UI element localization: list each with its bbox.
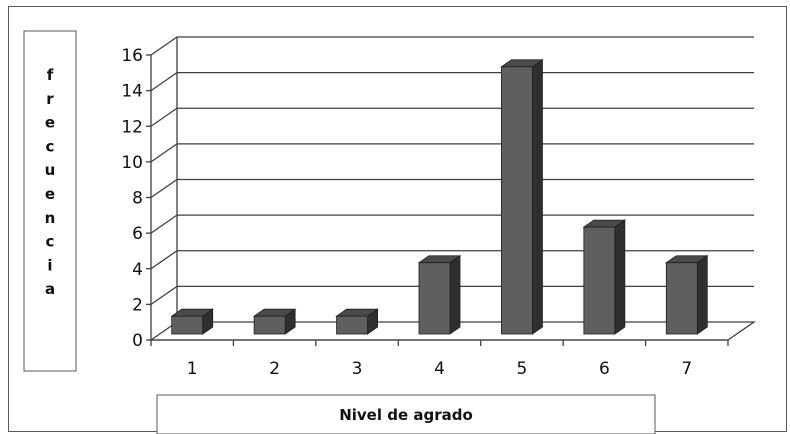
y-axis-label-letter: c — [46, 233, 55, 251]
gridline — [150, 36, 754, 56]
y-tick-label: 6 — [132, 224, 143, 244]
y-axis-label-letter: a — [45, 280, 55, 298]
bar-front — [583, 226, 616, 335]
bar-front — [336, 315, 368, 335]
y-axis-label-letter: r — [46, 90, 54, 108]
gridline — [150, 71, 754, 92]
bar-side — [449, 254, 461, 335]
bar-front — [171, 315, 204, 335]
x-tick-label: 4 — [434, 359, 445, 379]
y-axis-label-letter: i — [47, 256, 52, 274]
y-tick-label: 2 — [132, 295, 143, 315]
gridline — [150, 178, 754, 199]
bar-3 — [335, 308, 379, 335]
x-tick-labels: 1 2 3 4 5 6 7 — [150, 340, 729, 379]
bar-1 — [170, 308, 214, 335]
bar-2 — [252, 308, 297, 335]
ylabel-box — [23, 30, 77, 372]
bar-6 — [582, 219, 627, 335]
y-tick-label: 12 — [121, 117, 143, 137]
y-tick-label: 14 — [121, 82, 143, 102]
gridline — [150, 214, 754, 234]
y-axis-label-letter: c — [46, 137, 55, 155]
bar-4 — [417, 254, 462, 335]
bar-front — [253, 315, 286, 335]
bar-front — [418, 262, 451, 335]
x-tick-label: 3 — [352, 359, 363, 379]
y-tick-label: 10 — [121, 153, 143, 173]
y-tick-label: 4 — [132, 260, 143, 280]
gridline — [150, 143, 754, 163]
label-boxes — [23, 30, 656, 434]
gridline — [150, 107, 754, 127]
x-tick-label: 2 — [269, 359, 280, 379]
y-axis-label-letter: f — [47, 66, 54, 84]
bar-front — [501, 66, 533, 335]
y-axis-label-letter: e — [45, 114, 55, 132]
y-axis-label-letter: n — [45, 209, 56, 227]
bar-5 — [500, 59, 544, 335]
xlabel-box — [156, 394, 656, 434]
x-tick-label: 6 — [599, 359, 610, 379]
y-tick-label: 16 — [121, 46, 143, 66]
y-tick-label: 0 — [132, 331, 143, 351]
bar-front — [665, 262, 698, 335]
y-tick-label: 8 — [132, 189, 143, 209]
bar-side — [532, 59, 543, 335]
x-tick-label: 1 — [187, 359, 198, 379]
x-tick-label: 5 — [517, 359, 528, 379]
x-axis-label: Nivel de agrado — [339, 406, 473, 424]
x-tick-label: 7 — [681, 359, 692, 379]
y-axis-label-letter: e — [45, 185, 55, 203]
bar-side — [614, 219, 626, 335]
y-axis-label-letter: u — [45, 161, 56, 179]
y-tick-labels: 0 2 4 6 8 10 12 14 16 — [121, 46, 151, 351]
bar-side — [696, 254, 708, 335]
bars — [170, 59, 709, 335]
bar-7 — [665, 254, 709, 335]
chart-frame — [8, 6, 787, 432]
